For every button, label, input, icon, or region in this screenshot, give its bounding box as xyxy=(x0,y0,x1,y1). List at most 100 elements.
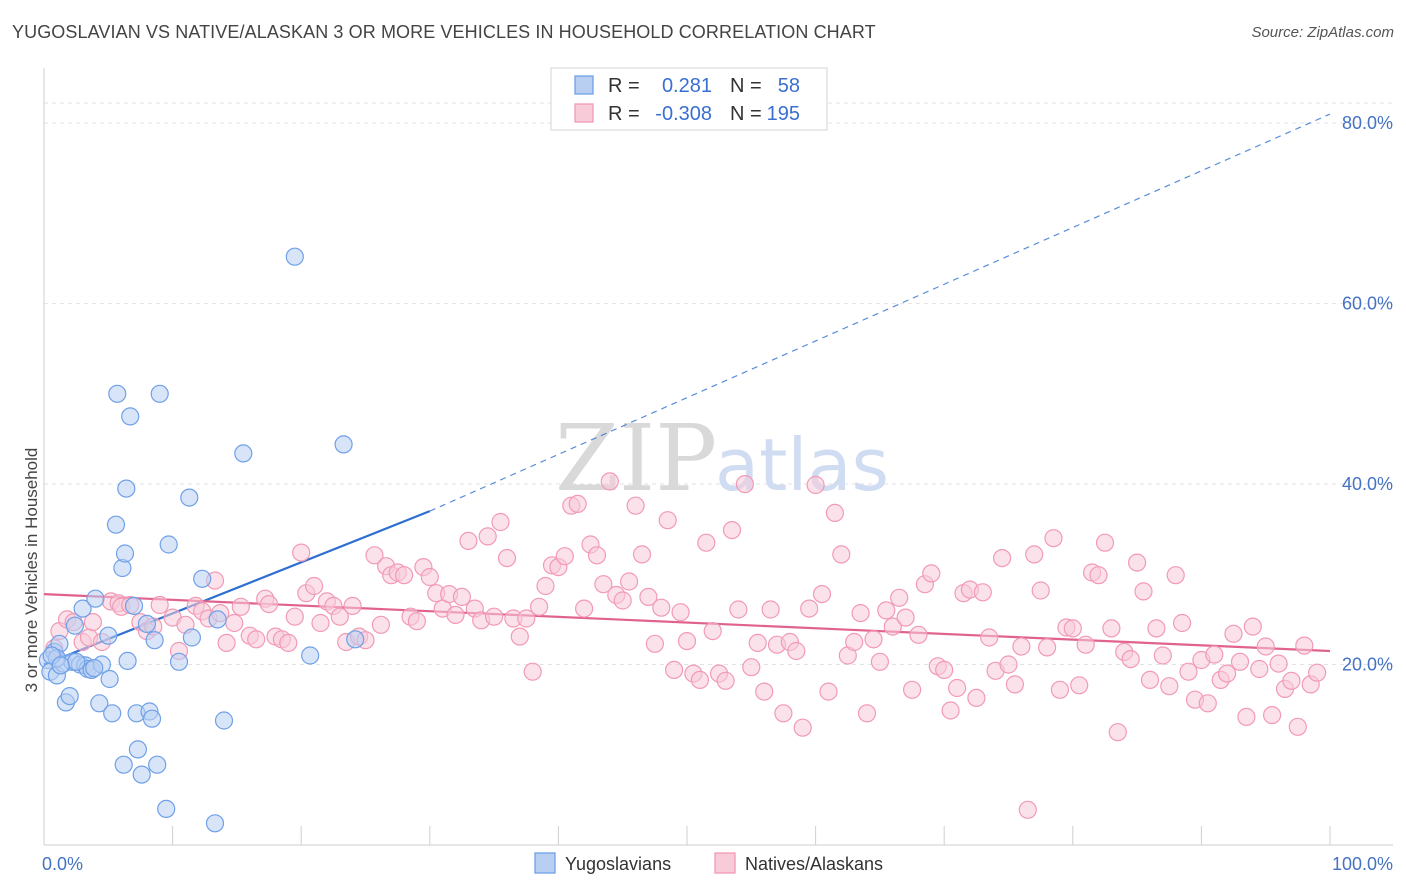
point-natives-37 xyxy=(305,576,324,596)
watermark-zip: ZIP xyxy=(555,405,717,512)
point-natives-193 xyxy=(1307,663,1327,682)
point-natives-51 xyxy=(395,566,414,585)
point-yugoslavians-7 xyxy=(60,686,79,706)
point-natives-156 xyxy=(1070,676,1089,695)
point-natives-61 xyxy=(459,531,478,551)
point-yugoslavians-41 xyxy=(169,652,189,671)
point-natives-6 xyxy=(83,612,103,632)
point-natives-118 xyxy=(825,503,845,523)
point-natives-46 xyxy=(365,546,384,565)
y-tick-label-0: 20.0% xyxy=(1342,655,1393,675)
trend-lines xyxy=(43,113,1331,666)
legend-n-label-1: N = xyxy=(730,75,762,97)
point-natives-182 xyxy=(1237,707,1256,727)
source-label: Source: ZipAtlas.com xyxy=(1251,24,1394,41)
point-natives-64 xyxy=(478,527,497,546)
point-natives-173 xyxy=(1179,662,1198,681)
point-natives-92 xyxy=(658,511,677,530)
point-natives-123 xyxy=(857,704,877,723)
point-yugoslavians-55 xyxy=(67,652,86,671)
data-points xyxy=(38,247,1327,833)
point-natives-73 xyxy=(536,576,555,596)
point-natives-114 xyxy=(800,599,819,618)
point-natives-128 xyxy=(890,588,909,607)
point-yugoslavians-9 xyxy=(65,616,85,635)
point-yugoslavians-39 xyxy=(157,799,176,819)
point-natives-72 xyxy=(529,597,549,616)
point-yugoslavians-51 xyxy=(334,435,353,454)
point-yugoslavians-20 xyxy=(103,704,122,723)
point-natives-122 xyxy=(851,603,870,623)
point-yugoslavians-25 xyxy=(115,544,135,563)
point-yugoslavians-31 xyxy=(128,740,147,759)
point-natives-24 xyxy=(217,633,236,653)
point-natives-15 xyxy=(150,595,169,615)
grid-lines xyxy=(44,102,1393,666)
point-natives-95 xyxy=(677,631,697,651)
point-natives-43 xyxy=(343,596,362,616)
point-natives-148 xyxy=(1018,800,1037,819)
point-natives-70 xyxy=(517,609,536,628)
point-natives-55 xyxy=(420,567,439,587)
point-yugoslavians-15 xyxy=(86,589,105,608)
point-yugoslavians-46 xyxy=(208,610,227,629)
axes xyxy=(43,68,1393,846)
point-yugoslavians-18 xyxy=(99,626,118,645)
point-natives-160 xyxy=(1095,533,1115,552)
point-natives-85 xyxy=(613,591,632,610)
point-natives-101 xyxy=(716,671,735,690)
point-natives-145 xyxy=(999,655,1018,674)
point-natives-97 xyxy=(690,670,710,690)
point-natives-191 xyxy=(1295,636,1314,655)
point-natives-147 xyxy=(1012,637,1031,656)
point-natives-151 xyxy=(1037,638,1057,657)
legend-r-label-1: R = xyxy=(608,75,640,97)
point-natives-172 xyxy=(1172,613,1192,633)
point-natives-127 xyxy=(883,617,902,636)
point-natives-125 xyxy=(870,652,890,671)
series-legend-swatch-natives xyxy=(714,852,736,874)
point-yugoslavians-26 xyxy=(117,479,136,498)
point-yugoslavians-19 xyxy=(100,669,119,689)
point-natives-33 xyxy=(279,633,298,653)
point-natives-53 xyxy=(407,612,426,631)
watermark-atlas: atlas xyxy=(715,423,889,507)
legend-swatch-yugoslavians xyxy=(574,75,594,95)
point-natives-105 xyxy=(742,658,761,677)
point-natives-186 xyxy=(1262,705,1282,725)
series-legend-label-natives: Natives/Alaskans xyxy=(745,854,883,874)
point-natives-184 xyxy=(1250,659,1269,679)
point-natives-108 xyxy=(761,600,780,619)
point-yugoslavians-27 xyxy=(118,651,137,671)
point-natives-90 xyxy=(645,634,665,653)
series-legend: Yugoslavians Natives/Alaskans xyxy=(534,852,883,874)
point-yugoslavians-57 xyxy=(85,658,104,678)
point-natives-144 xyxy=(992,548,1012,568)
point-yugoslavians-48 xyxy=(234,444,253,463)
trend-line-yugoslavians-extension xyxy=(429,113,1331,512)
point-natives-79 xyxy=(574,599,594,618)
point-natives-166 xyxy=(1134,582,1153,601)
point-natives-69 xyxy=(510,627,529,646)
point-natives-159 xyxy=(1089,566,1108,585)
point-natives-78 xyxy=(568,494,587,513)
point-natives-28 xyxy=(247,630,266,649)
point-natives-140 xyxy=(967,688,986,708)
point-yugoslavians-52 xyxy=(346,630,365,649)
point-yugoslavians-47 xyxy=(214,711,234,730)
point-yugoslavians-37 xyxy=(148,755,167,774)
point-natives-71 xyxy=(523,662,542,681)
point-yugoslavians-32 xyxy=(132,765,151,784)
point-natives-190 xyxy=(1288,717,1307,736)
legend-box: R = 0.281 N = 58 R = -0.308 N = 195 xyxy=(550,67,828,131)
point-natives-76 xyxy=(555,547,574,566)
point-natives-119 xyxy=(832,545,851,564)
point-natives-171 xyxy=(1166,566,1185,585)
series-legend-label-yugoslavians: Yugoslavians xyxy=(565,854,671,874)
point-natives-153 xyxy=(1050,680,1070,699)
y-tick-label-2: 60.0% xyxy=(1342,294,1393,314)
point-natives-183 xyxy=(1243,617,1262,636)
point-natives-135 xyxy=(935,660,954,680)
point-natives-121 xyxy=(845,632,864,652)
